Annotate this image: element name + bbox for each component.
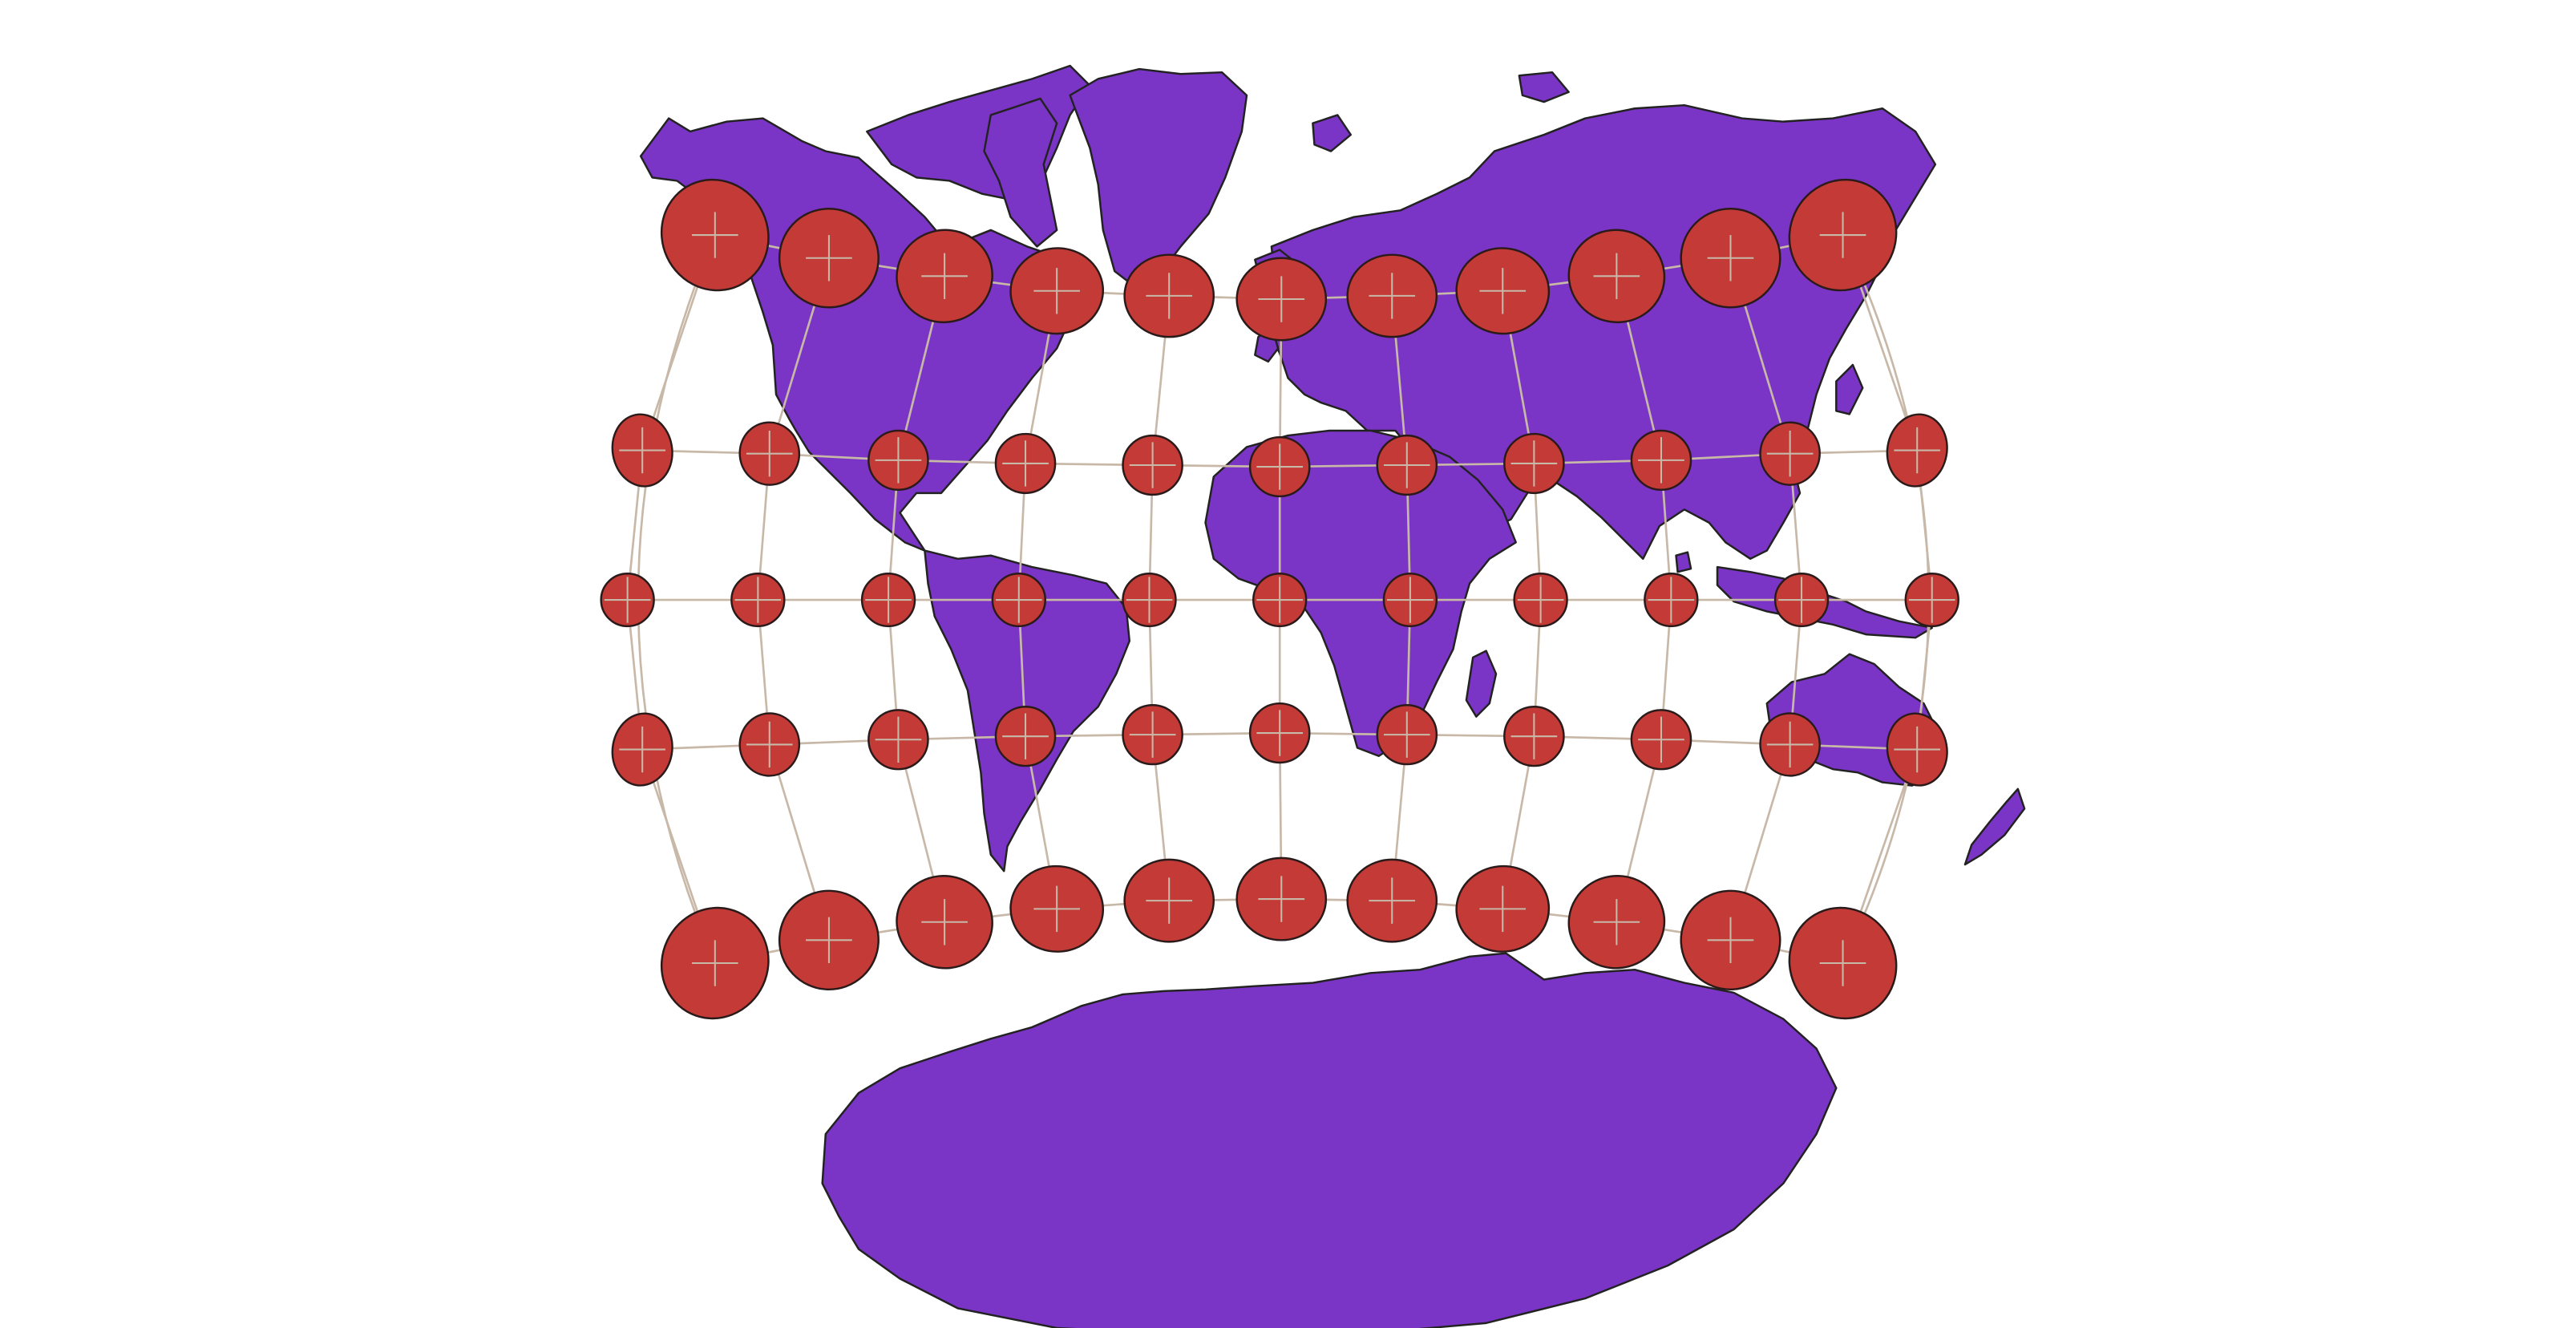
landmass-new-zealand <box>1963 787 2026 866</box>
ellipse-crosshair <box>1766 721 1814 768</box>
ellipse-crosshair <box>1648 577 1695 623</box>
ellipse-crosshair <box>1256 577 1304 623</box>
ellipse-crosshair <box>1146 877 1193 924</box>
landmass-sri-lanka <box>1675 551 1692 573</box>
ellipse-crosshair <box>921 899 968 945</box>
ellipse-crosshair <box>1510 440 1558 487</box>
ellipse-crosshair <box>875 716 922 763</box>
ellipse-crosshair <box>1129 442 1176 488</box>
tissot-indicatrices <box>600 178 1959 1020</box>
ellipse-crosshair <box>921 253 968 300</box>
ellipse-crosshair <box>1638 437 1684 484</box>
ellipse-crosshair <box>1908 577 1955 623</box>
ellipse-crosshair <box>1707 917 1754 964</box>
ellipse-crosshair <box>1894 427 1941 474</box>
landmass-greenland <box>1069 67 1248 289</box>
ellipse-crosshair <box>1383 711 1430 758</box>
ellipse-crosshair <box>1258 876 1305 922</box>
ellipse-crosshair <box>1129 711 1176 758</box>
ellipse-crosshair <box>1002 713 1049 759</box>
landmass-japan <box>1835 363 1864 415</box>
landmass-madagascar <box>1465 650 1498 718</box>
ellipse-crosshair <box>1369 877 1416 924</box>
ellipse-crosshair <box>1383 442 1430 488</box>
landmass-antarctica <box>821 952 1838 1328</box>
ellipse-crosshair <box>1126 577 1173 623</box>
ellipse-crosshair <box>1517 577 1564 623</box>
ellipse-crosshair <box>806 917 852 964</box>
ellipse-crosshair <box>691 212 738 258</box>
ellipse-crosshair <box>619 726 666 773</box>
ellipse-crosshair <box>806 235 852 281</box>
ellipse-crosshair <box>1256 710 1304 756</box>
ellipse-crosshair <box>875 437 922 484</box>
ellipse-crosshair <box>1894 726 1941 773</box>
ellipse-crosshair <box>1593 253 1640 300</box>
ellipse-crosshair <box>1369 273 1416 319</box>
ellipse-crosshair <box>619 427 666 474</box>
ellipse-crosshair <box>734 577 782 623</box>
ellipse-crosshair <box>1593 899 1640 945</box>
landmass-novaya-zemlya <box>1518 71 1570 103</box>
ellipse-crosshair <box>746 430 793 477</box>
landmass-baffin <box>983 97 1058 248</box>
ellipse-crosshair <box>1258 276 1305 322</box>
ellipse-crosshair <box>1033 885 1080 933</box>
ellipse-crosshair <box>691 940 738 986</box>
ellipse-crosshair <box>1766 430 1814 477</box>
ellipse-crosshair <box>1002 440 1049 487</box>
ellipse-crosshair <box>1778 577 1825 623</box>
ellipse-crosshair <box>1033 268 1080 314</box>
ellipse-crosshair <box>1707 235 1754 281</box>
ellipse-crosshair <box>995 577 1042 623</box>
landmass-svalbard <box>1312 114 1353 152</box>
landmasses <box>639 64 2026 1328</box>
ellipse-crosshair <box>1146 273 1193 319</box>
ellipse-crosshair <box>1510 713 1558 759</box>
ellipse-crosshair <box>1479 885 1527 933</box>
ellipse-crosshair <box>1256 443 1304 490</box>
ellipse-crosshair <box>746 721 793 768</box>
ellipse-crosshair <box>1819 212 1866 258</box>
ellipse-crosshair <box>1479 268 1527 314</box>
ellipse-crosshair <box>604 577 651 623</box>
ellipse-crosshair <box>865 577 912 623</box>
ellipse-crosshair <box>1387 577 1434 623</box>
ellipse-crosshair <box>1638 716 1684 763</box>
ellipse-crosshair <box>1819 940 1866 986</box>
